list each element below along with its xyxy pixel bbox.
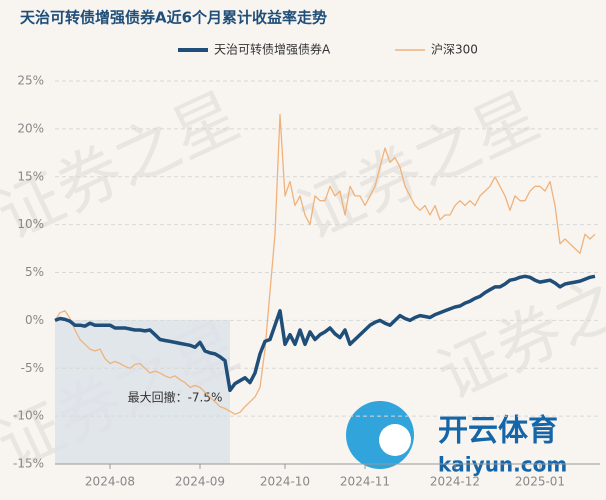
y-tick-label: 20% xyxy=(17,121,44,135)
series-line xyxy=(54,113,596,415)
x-tick-label: 2024-11 xyxy=(340,475,390,489)
y-tick-label: 5% xyxy=(25,265,44,279)
x-tick-label: 2025-01 xyxy=(515,475,565,489)
series-line xyxy=(54,274,596,393)
logo-ball xyxy=(379,424,411,456)
y-tick-label: 0% xyxy=(25,313,44,327)
y-tick-label: -10% xyxy=(13,409,44,423)
y-tick-label: 15% xyxy=(17,169,44,183)
x-tick-label: 2024-08 xyxy=(85,475,135,489)
y-tick-label: 10% xyxy=(17,217,44,231)
legend-label: 沪深300 xyxy=(431,43,478,57)
x-tick-label: 2024-09 xyxy=(175,475,225,489)
y-tick-label: 25% xyxy=(17,74,44,88)
chart-title: 天治可转债增强债券A近6个月累计收益率走势 xyxy=(20,9,327,27)
x-tick-label: 2024-12 xyxy=(430,475,480,489)
x-tick-label: 2024-10 xyxy=(260,475,310,489)
logo-name: 开云体育 xyxy=(438,414,558,449)
y-tick-label: -15% xyxy=(13,457,44,471)
drawdown-label: 最大回撤：-7.5% xyxy=(128,390,223,405)
legend-label: 天治可转债增强债券A xyxy=(214,42,331,57)
y-tick-label: -5% xyxy=(21,361,44,375)
logo: 开云体育 kaiyun.com xyxy=(346,401,567,477)
